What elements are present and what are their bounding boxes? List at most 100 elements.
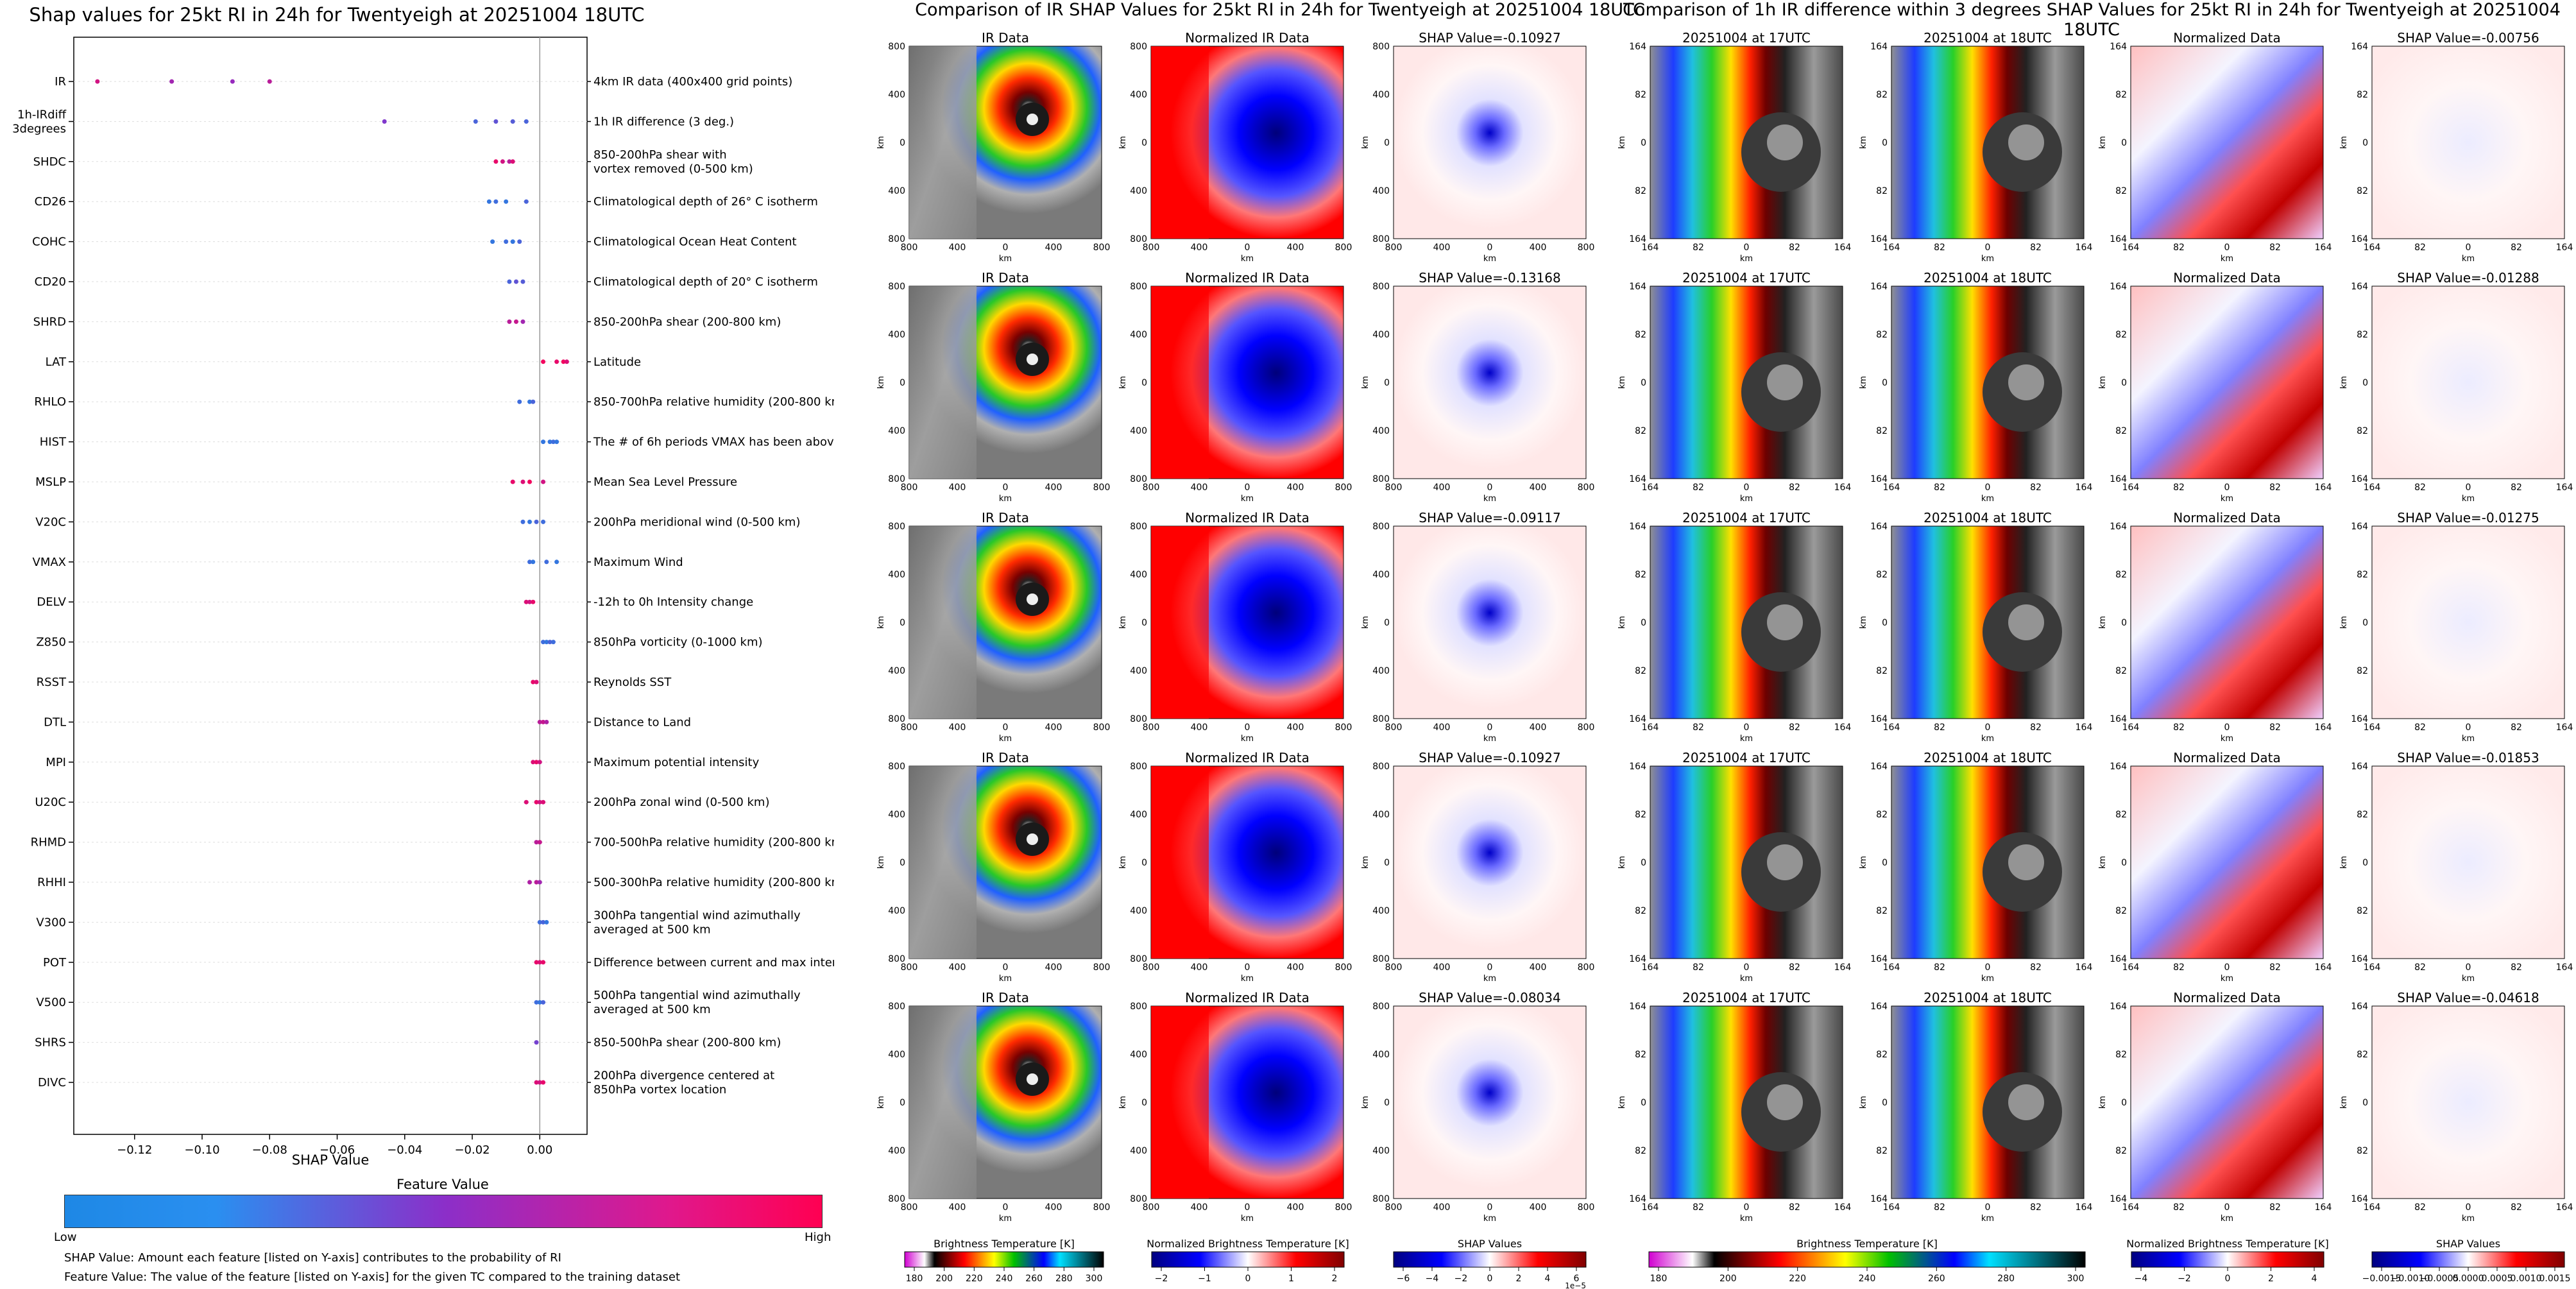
shap-point — [541, 519, 546, 524]
y-tick-label: 82 — [1876, 90, 1888, 100]
y-tick-label: 164 — [2110, 714, 2127, 724]
y-tick-label: 164 — [2351, 1002, 2368, 1012]
colorbar-tick-label: −4 — [1426, 1274, 1439, 1284]
y-tick-label: 0 — [1384, 378, 1390, 388]
y-tick-label: 800 — [1130, 954, 1147, 964]
y-axis-label: km — [1859, 856, 1868, 869]
y-tick-label: 82 — [2115, 1050, 2127, 1060]
panel-title: SHAP Value=-0.01275 — [2397, 510, 2539, 525]
colorbar-tick-label: 280 — [1055, 1274, 1073, 1284]
feature-label: 1h-IRdiff — [17, 108, 67, 121]
shap-point — [531, 599, 536, 604]
x-axis-label: km — [2462, 1214, 2475, 1224]
panel-title: SHAP Value=-0.10927 — [1419, 750, 1560, 765]
colorbar-gradient — [1393, 1251, 1587, 1268]
feature-label: DELV — [37, 595, 66, 609]
x-tick-label: 164 — [1834, 243, 1852, 253]
x-tick-label: 0 — [2224, 243, 2230, 253]
x-tick-label: 400 — [1191, 962, 1208, 973]
ir-section-title: Comparison of IR SHAP Values for 25kt RI… — [915, 0, 1645, 20]
cloud-field — [909, 766, 977, 959]
x-tick-label: 164 — [2076, 722, 2093, 733]
y-tick-label: 400 — [1372, 186, 1390, 196]
y-axis-label: km — [1118, 1096, 1128, 1109]
y-tick-label: 82 — [1635, 810, 1646, 820]
y-tick-label: 0 — [900, 138, 905, 148]
shap-point — [520, 279, 525, 284]
y-tick-label: 400 — [888, 1146, 905, 1156]
x-tick-label: 82 — [1693, 722, 1704, 733]
colorbar-tick-label: 0.0015 — [2539, 1274, 2571, 1284]
feature-label: HIST — [40, 436, 67, 449]
x-tick-label: 400 — [949, 722, 966, 733]
y-tick-label: 82 — [1635, 666, 1646, 676]
y-tick-label: 0 — [2362, 378, 2368, 388]
colorbar-tick-label: 0.0005 — [2482, 1274, 2513, 1284]
x-tick-label: 400 — [1191, 243, 1208, 253]
shap-point — [554, 440, 559, 445]
shap-point — [541, 479, 546, 484]
y-tick-label: 82 — [2357, 810, 2368, 820]
y-tick-label: 800 — [1372, 1002, 1390, 1012]
shap-point — [267, 79, 272, 84]
x-tick-label: 0 — [1487, 962, 1493, 973]
colorbar-gradient — [1648, 1251, 2086, 1268]
y-tick-label: 82 — [1876, 186, 1888, 196]
x-axis-label: km — [2462, 494, 2475, 504]
x-tick-label: −0.02 — [454, 1143, 490, 1157]
y-tick-label: 0 — [2121, 378, 2127, 388]
colorbar-tick-label: −6 — [1397, 1274, 1410, 1284]
x-tick-label: 164 — [1642, 962, 1659, 973]
x-axis-label: km — [2221, 494, 2233, 504]
feature-description: 850-200hPa shear (200-800 km) — [593, 315, 781, 329]
shap-point — [513, 279, 518, 284]
x-tick-label: 164 — [2315, 482, 2332, 493]
y-tick-label: 0 — [1882, 618, 1888, 628]
x-tick-label: 0 — [1245, 962, 1250, 973]
storm-center — [2008, 1084, 2044, 1120]
y-tick-label: 400 — [1130, 330, 1147, 340]
colorbar-gradient — [1151, 1251, 1345, 1268]
y-axis-label: km — [1617, 856, 1627, 869]
shap-point — [534, 840, 539, 845]
shap-point — [527, 599, 533, 604]
feature-label: V300 — [36, 916, 66, 929]
colorbar-tick-label: 2 — [2268, 1274, 2274, 1284]
x-tick-label: 0 — [1744, 962, 1750, 973]
x-tick-label: 0 — [1985, 243, 1991, 253]
panel-title: Normalized IR Data — [1185, 990, 1309, 1005]
shap-point — [541, 1080, 546, 1085]
x-tick-label: 164 — [2364, 243, 2381, 253]
colorbar: SHAP Values −6 −4 −2 0 2 4 61e−5 — [1393, 1238, 1587, 1289]
x-tick-label: 800 — [901, 722, 918, 733]
x-tick-label: 82 — [1934, 482, 1945, 493]
x-axis-label: km — [1483, 974, 1496, 984]
feature-description: 850hPa vortex location — [593, 1083, 726, 1097]
feature-description: 850-700hPa relative humidity (200-800 km… — [593, 395, 834, 409]
y-tick-label: 400 — [888, 666, 905, 676]
y-tick-label: 400 — [1372, 810, 1390, 820]
shap-point — [564, 359, 569, 364]
shap-point — [524, 599, 529, 604]
x-tick-label: 164 — [2076, 1202, 2093, 1213]
x-tick-label: 82 — [2173, 722, 2185, 733]
colorbar-tick-label: 200 — [935, 1274, 953, 1284]
y-tick-label: 164 — [2110, 762, 2127, 772]
y-tick-label: 800 — [1130, 282, 1147, 292]
x-axis-label: km — [1981, 734, 1994, 744]
storm-center — [1767, 364, 1803, 400]
x-tick-label: 164 — [2556, 962, 2573, 973]
x-tick-label: 0 — [1985, 1202, 1991, 1213]
feature-description: 850hPa vorticity (0-1000 km) — [593, 636, 763, 649]
y-tick-label: 82 — [2357, 426, 2368, 436]
x-tick-label: 164 — [2364, 722, 2381, 733]
x-tick-label: 800 — [1578, 722, 1595, 733]
shap-point — [534, 799, 539, 805]
colorbar-tick-label: 0 — [1487, 1274, 1493, 1284]
